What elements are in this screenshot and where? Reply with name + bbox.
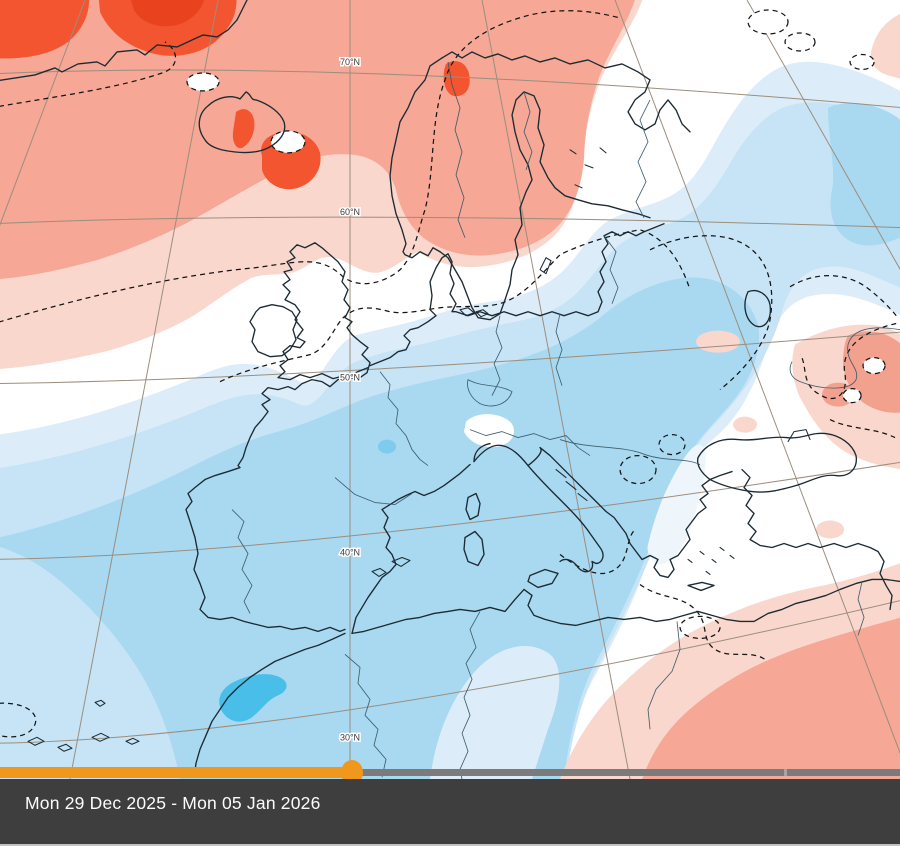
latitude-label-70n: 70°N: [340, 57, 360, 67]
anomaly-map-canvas: 70°N 60°N 50°N 40°N 30°N: [0, 0, 900, 780]
latitude-label-50n: 50°N: [340, 373, 360, 383]
latitude-label-60n: 60°N: [340, 207, 360, 217]
anomaly-map: 70°N 60°N 50°N 40°N 30°N: [0, 0, 900, 780]
anomaly-field: [0, 0, 900, 780]
latitude-labels: 70°N 60°N 50°N 40°N 30°N: [338, 55, 361, 743]
graticule: [0, 0, 900, 780]
date-range-bar: Mon 29 Dec 2025 - Mon 05 Jan 2026: [0, 779, 900, 844]
country-borders: [231, 61, 900, 780]
timeline-slider-handle[interactable]: [340, 760, 363, 785]
latitude-label-40n: 40°N: [340, 547, 360, 557]
bottom-divider: [0, 844, 900, 846]
timeline-slider-track[interactable]: [0, 769, 900, 776]
coastlines: [0, 0, 900, 778]
date-range-label: Mon 29 Dec 2025 - Mon 05 Jan 2026: [25, 793, 321, 813]
latitude-label-30n: 30°N: [340, 732, 360, 742]
timeline-progress[interactable]: [0, 767, 352, 778]
